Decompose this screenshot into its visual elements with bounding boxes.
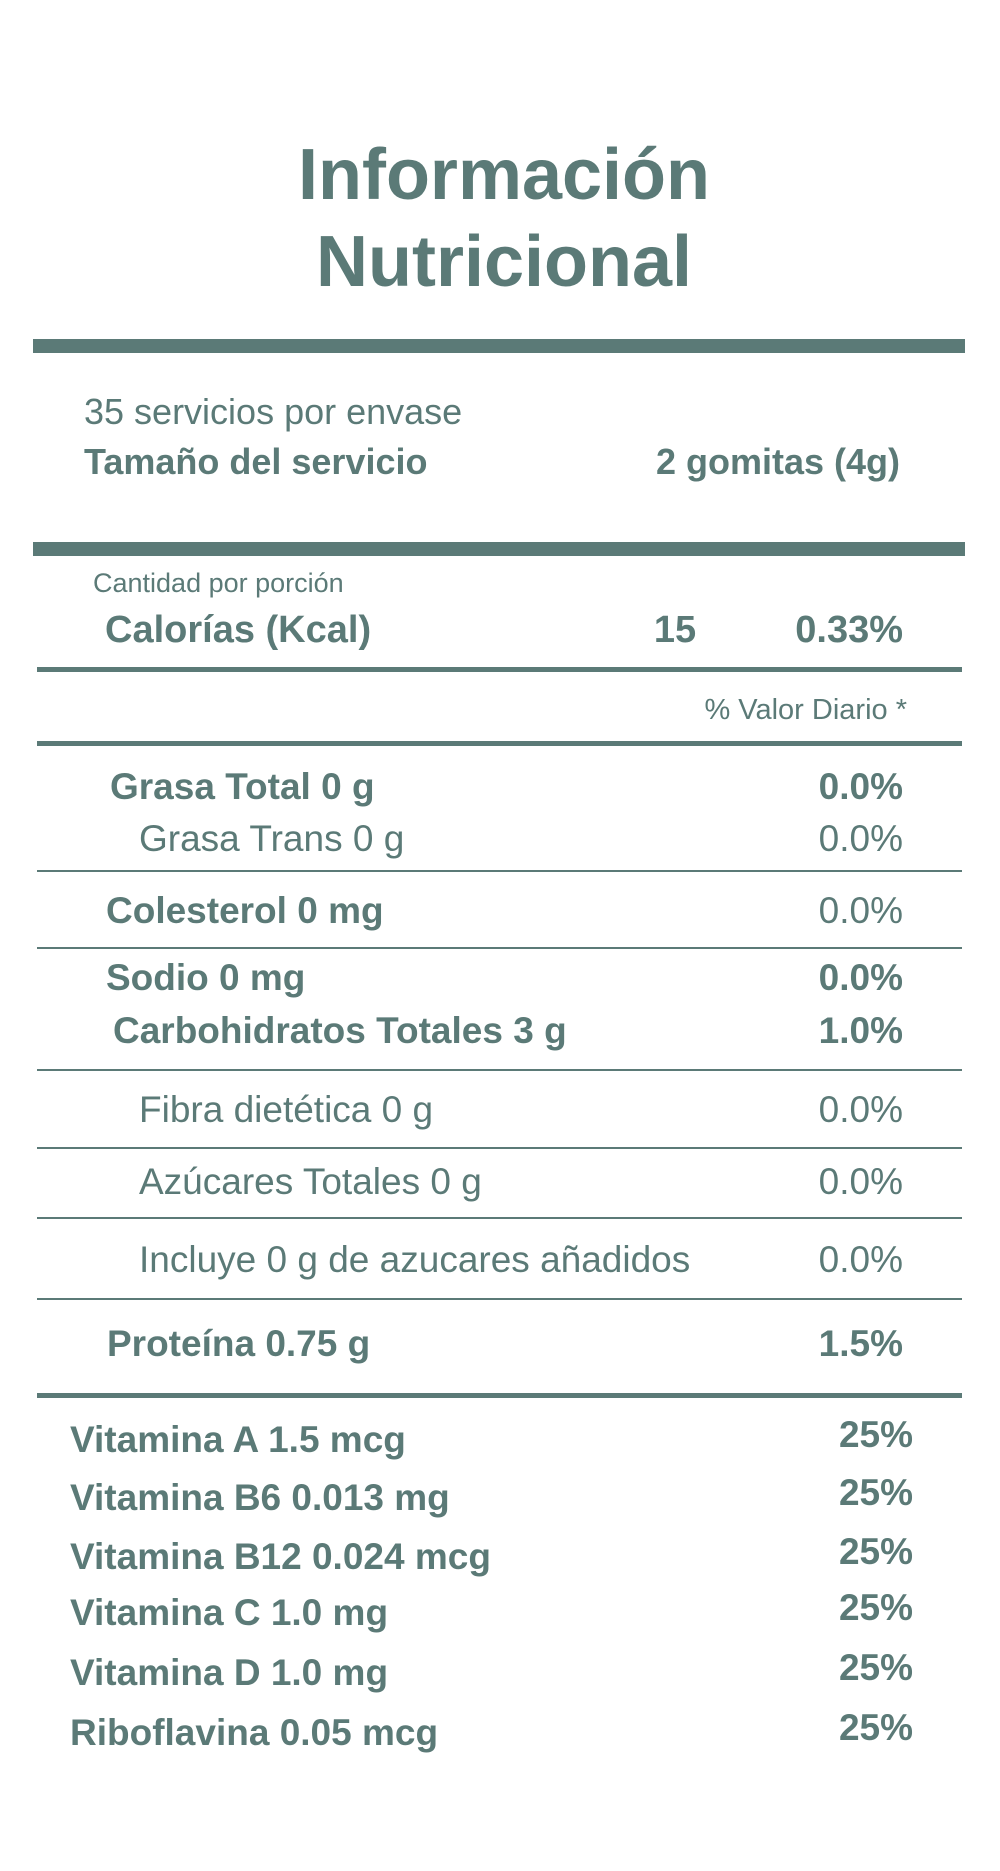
vitamin-daily-value: 25% — [839, 1472, 913, 1513]
thin-rule — [37, 947, 962, 949]
nutrient-daily-value: 0.0% — [819, 890, 903, 931]
nutrient-name: Azúcares Totales 0 g — [139, 1161, 482, 1202]
nutrient-daily-value: 1.0% — [819, 1010, 903, 1051]
nutrient-daily-value: 0.0% — [819, 957, 903, 998]
thin-rule — [37, 1147, 962, 1149]
nutrient-name: Incluye 0 g de azucares añadidos — [139, 1239, 690, 1280]
title-line: Información — [298, 135, 710, 215]
serving-size-label: Tamaño del servicio — [84, 441, 427, 482]
nutrient-name: Grasa Total 0 g — [110, 766, 375, 807]
nutrient-name: Carbohidratos Totales 3 g — [113, 1010, 567, 1051]
thick-rule — [33, 542, 965, 556]
vitamin-name: Vitamina A 1.5 mcg — [70, 1419, 406, 1460]
nutrient-daily-value: 0.0% — [819, 1161, 903, 1202]
serving-size-value: 2 gomitas (4g) — [656, 441, 900, 482]
nutrient-daily-value: 0.0% — [819, 766, 903, 807]
thin-rule — [37, 1069, 962, 1071]
rule — [37, 667, 962, 672]
nutrient-name: Fibra dietética 0 g — [139, 1089, 433, 1130]
rule — [37, 1393, 962, 1398]
vitamin-daily-value: 25% — [839, 1707, 913, 1748]
calories-percent: 0.33% — [795, 609, 903, 651]
vitamin-name: Riboflavina 0.05 mcg — [70, 1712, 438, 1753]
vitamin-daily-value: 25% — [839, 1587, 913, 1628]
nutrient-name: Sodio 0 mg — [106, 957, 305, 998]
nutrient-name: Colesterol 0 mg — [106, 890, 384, 931]
nutrient-daily-value: 0.0% — [819, 1239, 903, 1280]
daily-value-header: % Valor Diario * — [704, 694, 907, 726]
calories-value: 15 — [654, 609, 696, 651]
vitamin-name: Vitamina B6 0.013 mg — [70, 1477, 450, 1518]
thin-rule — [37, 1298, 962, 1300]
nutrient-daily-value: 1.5% — [819, 1323, 903, 1364]
vitamin-name: Vitamina B12 0.024 mcg — [70, 1536, 491, 1577]
thin-rule — [37, 1217, 962, 1219]
thick-rule — [33, 339, 965, 353]
thin-rule — [37, 870, 962, 872]
nutrient-daily-value: 0.0% — [819, 818, 903, 859]
nutrient-name: Proteína 0.75 g — [107, 1323, 370, 1364]
servings-per-container: 35 servicios por envase — [84, 391, 462, 432]
vitamin-name: Vitamina C 1.0 mg — [70, 1592, 388, 1633]
title-line: Nutricional — [316, 222, 692, 302]
vitamin-daily-value: 25% — [839, 1531, 913, 1572]
vitamin-daily-value: 25% — [839, 1414, 913, 1455]
vitamin-name: Vitamina D 1.0 mg — [70, 1652, 388, 1693]
nutrient-daily-value: 0.0% — [819, 1089, 903, 1130]
calories-label: Calorías (Kcal) — [105, 609, 371, 651]
rule — [37, 741, 962, 746]
nutrient-name: Grasa Trans 0 g — [139, 818, 404, 859]
amount-label: Cantidad por porción — [93, 568, 344, 598]
nutrient-rows: Grasa Total 0 g 0.0% Grasa Trans 0 g 0.0% Co… — [70, 766, 913, 1753]
vitamin-daily-value: 25% — [839, 1647, 913, 1688]
